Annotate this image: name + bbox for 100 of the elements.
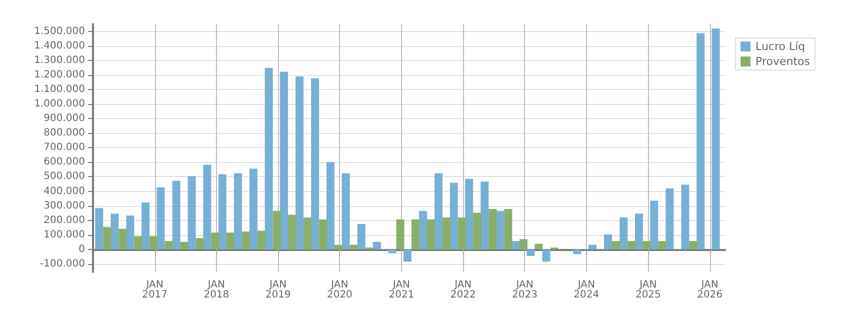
- bar: [103, 226, 112, 250]
- bar: [442, 217, 451, 250]
- bar: [272, 210, 281, 250]
- bar: [634, 214, 643, 250]
- bar: [142, 202, 150, 250]
- x-tick-label: JAN 2017: [142, 280, 168, 300]
- y-tick-label: 400.000: [44, 186, 85, 197]
- y-tick-label: 800.000: [44, 128, 85, 139]
- bar: [434, 173, 443, 250]
- bar: [196, 238, 204, 250]
- bar: [350, 244, 358, 250]
- bar: [465, 178, 474, 250]
- y-tick-label: 1.200.000: [34, 69, 85, 80]
- bar: [304, 217, 312, 250]
- bar: [573, 249, 582, 254]
- bar: [172, 180, 180, 250]
- x-tick-label: JAN 2018: [204, 280, 230, 300]
- bar: [249, 168, 258, 250]
- bar: [188, 176, 196, 250]
- bar: [372, 242, 381, 250]
- bar: [110, 214, 119, 250]
- bar: [156, 187, 165, 250]
- y-tick-label: 100.000: [44, 229, 85, 240]
- bar: [396, 219, 404, 250]
- bar: [311, 78, 320, 250]
- bar: [226, 232, 234, 250]
- bar: [604, 234, 612, 250]
- bar: [319, 219, 328, 250]
- bar: [496, 210, 504, 250]
- bar: [542, 249, 550, 262]
- bar: [650, 200, 658, 250]
- bar: [488, 209, 497, 250]
- bar: [334, 244, 342, 250]
- bar: [666, 188, 674, 250]
- bar: [681, 184, 690, 250]
- bar: [534, 244, 543, 250]
- bar: [257, 230, 266, 250]
- bar: [326, 162, 334, 250]
- bar: [280, 72, 288, 250]
- bar: [264, 68, 273, 250]
- bar: [426, 219, 435, 250]
- x-tick-label: JAN 2019: [265, 280, 291, 300]
- bar: [234, 173, 242, 250]
- bar: [512, 241, 520, 250]
- bar: [473, 212, 482, 250]
- bar: [180, 242, 188, 250]
- bar: [520, 239, 528, 250]
- bar: [418, 210, 427, 250]
- x-tick-label: JAN 2026: [697, 280, 723, 300]
- bar: [211, 232, 220, 250]
- bar: [218, 174, 226, 250]
- bar: [357, 224, 366, 250]
- y-tick-label: 1.300.000: [34, 54, 85, 66]
- bar: [526, 249, 535, 256]
- y-tick-label: 300.000: [44, 200, 85, 212]
- y-tick-label: 700.000: [44, 142, 85, 154]
- legend-label: Proventos: [756, 55, 810, 68]
- bar: [288, 214, 296, 250]
- bar: [164, 241, 173, 250]
- y-tick-label: -100.000: [40, 258, 85, 270]
- bar: [134, 236, 142, 250]
- y-tick-label: 200.000: [44, 214, 85, 226]
- bar: [242, 232, 250, 250]
- bar: [696, 33, 705, 250]
- bar: [203, 164, 212, 250]
- x-tick-label: JAN 2025: [635, 280, 661, 300]
- x-tick-label: JAN 2023: [512, 280, 538, 300]
- x-tick-label: JAN 2022: [450, 280, 476, 300]
- y-tick-label: 1.400.000: [34, 40, 85, 52]
- x-tick-label: JAN 2020: [326, 280, 352, 300]
- y-tick-label: 900.000: [44, 113, 85, 124]
- y-tick-label: 500.000: [44, 171, 85, 182]
- bar: [642, 241, 651, 250]
- bar: [620, 217, 628, 250]
- bar: [126, 216, 134, 250]
- bar: [658, 241, 666, 250]
- bar: [95, 208, 104, 250]
- bar: [342, 173, 350, 250]
- bar: [628, 241, 636, 250]
- legend-label: Lucro Líq: [756, 40, 806, 53]
- bar: [388, 249, 396, 254]
- bar: [118, 228, 127, 250]
- y-tick-label: 600.000: [44, 156, 85, 168]
- bar: [458, 217, 466, 250]
- bar: [712, 28, 720, 250]
- x-tick-label: JAN 2024: [574, 280, 600, 300]
- x-tick-label: JAN 2021: [388, 280, 414, 300]
- bar: [150, 236, 158, 250]
- y-tick-label: 1.000.000: [34, 98, 85, 110]
- y-tick-label: 1.100.000: [34, 84, 85, 95]
- y-tick-label: 0: [78, 244, 85, 255]
- bar: [296, 76, 304, 250]
- bar: [450, 182, 458, 250]
- bar: [480, 182, 489, 250]
- bar: [588, 244, 597, 250]
- bar: [689, 241, 698, 250]
- y-tick-label: 1.500.000: [34, 26, 85, 37]
- bar: [504, 209, 512, 250]
- bar: [612, 241, 620, 250]
- bar: [403, 249, 412, 262]
